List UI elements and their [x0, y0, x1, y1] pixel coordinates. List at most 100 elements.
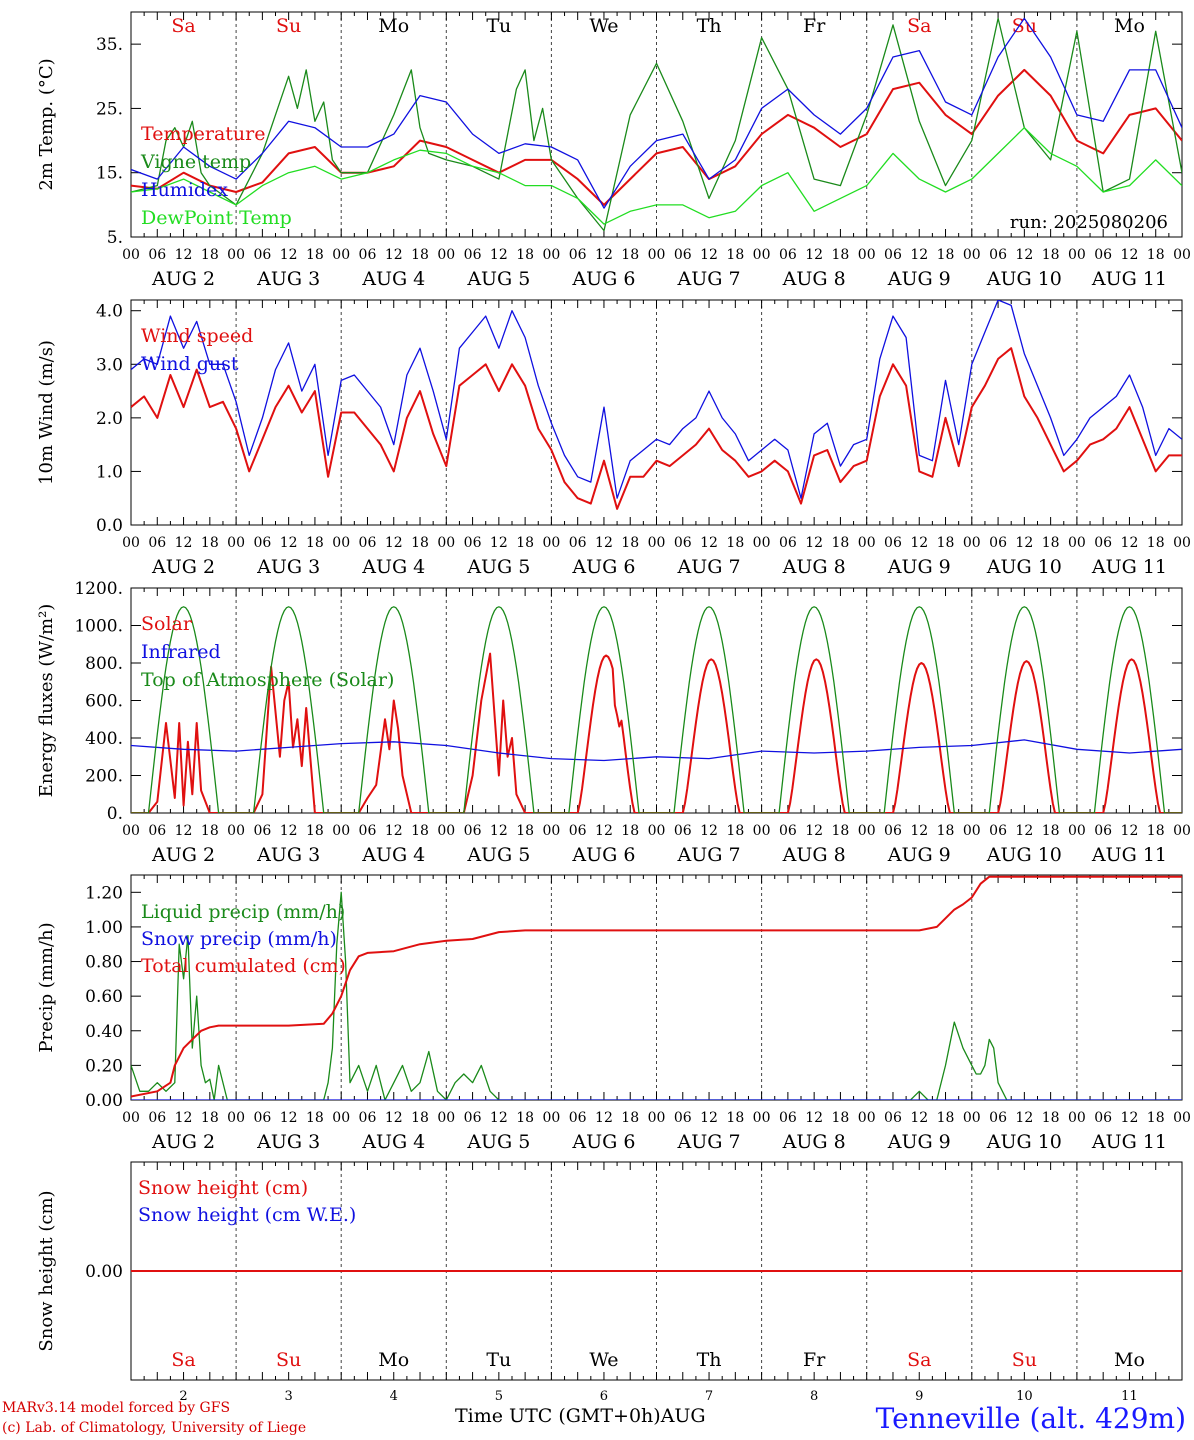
- x-hour-label: 18: [1042, 535, 1060, 551]
- x-hour-label: 06: [779, 535, 797, 551]
- x-hour-label: 00: [963, 247, 981, 263]
- weekday-label: Tu: [486, 1349, 511, 1371]
- x-hour-label: 18: [1147, 823, 1165, 839]
- x-hour-label: 06: [359, 1110, 377, 1126]
- x-hour-label: 18: [516, 535, 534, 551]
- x-hour-label: 12: [1015, 823, 1033, 839]
- x-hour-label: 06: [989, 247, 1007, 263]
- day-number-label: 3: [285, 1389, 293, 1404]
- x-hour-label: 06: [1094, 1110, 1112, 1126]
- x-hour-label: 06: [464, 247, 482, 263]
- x-hour-label: 06: [569, 247, 587, 263]
- x-hour-label: 06: [674, 247, 692, 263]
- x-hour-label: 18: [726, 1110, 744, 1126]
- x-hour-label: 06: [464, 823, 482, 839]
- x-hour-label: 18: [1042, 1110, 1060, 1126]
- x-hour-label: 00: [1173, 535, 1191, 551]
- x-hour-label: 12: [1121, 823, 1139, 839]
- weekday-label: Mo: [378, 15, 409, 37]
- x-hour-label: 00: [1068, 1110, 1086, 1126]
- x-hour-label: 12: [1015, 247, 1033, 263]
- x-hour-label: 06: [359, 823, 377, 839]
- x-hour-label: 12: [1121, 1110, 1139, 1126]
- x-date-label: AUG 11: [1091, 268, 1167, 290]
- x-hour-label: 18: [516, 247, 534, 263]
- weekday-label: Fr: [803, 1349, 826, 1371]
- x-date-label: AUG 10: [986, 844, 1062, 866]
- x-hour-label: 18: [621, 535, 639, 551]
- x-hour-label: 12: [280, 823, 298, 839]
- y-tick-label: 0.80: [85, 953, 123, 973]
- legend-entry-dewpoint-temp: DewPoint Temp: [141, 207, 292, 229]
- x-hour-label: 12: [385, 247, 403, 263]
- legend-entry-solar: Solar: [141, 613, 193, 635]
- x-hour-label: 18: [726, 535, 744, 551]
- x-date-label: AUG 8: [782, 268, 846, 290]
- x-hour-label: 18: [1147, 1110, 1165, 1126]
- y-tick-label: 800.: [85, 654, 123, 674]
- x-hour-label: 06: [989, 1110, 1007, 1126]
- x-hour-label: 18: [1042, 247, 1060, 263]
- series-line-solar: [131, 652, 1182, 813]
- x-hour-label: 18: [832, 535, 850, 551]
- day-number-label: 6: [600, 1389, 608, 1404]
- y-tick-label: 1200.: [74, 579, 123, 599]
- y-tick-label: 1.20: [85, 883, 123, 903]
- x-date-label: AUG 2: [151, 844, 215, 866]
- x-hour-label: 18: [1147, 535, 1165, 551]
- x-date-label: AUG 10: [986, 1131, 1062, 1153]
- x-hour-label: 00: [858, 823, 876, 839]
- series-line-vigne-temp: [131, 17, 1182, 232]
- x-hour-label: 06: [884, 535, 902, 551]
- x-hour-label: 18: [937, 247, 955, 263]
- series-line-liquid-precip-mm-h-: [131, 891, 1182, 1100]
- x-hour-label: 12: [175, 823, 193, 839]
- x-hour-label: 06: [674, 823, 692, 839]
- x-hour-label: 18: [201, 1110, 219, 1126]
- x-hour-label: 00: [542, 535, 560, 551]
- x-hour-label: 06: [884, 1110, 902, 1126]
- x-hour-label: 12: [910, 247, 928, 263]
- x-hour-label: 12: [910, 535, 928, 551]
- series-line-temperature: [131, 68, 1182, 206]
- x-hour-label: 12: [1015, 535, 1033, 551]
- x-hour-label: 18: [516, 1110, 534, 1126]
- x-date-label: AUG 4: [361, 844, 425, 866]
- x-hour-label: 18: [201, 823, 219, 839]
- x-hour-label: 12: [280, 1110, 298, 1126]
- legend-entry-wind-speed: Wind speed: [141, 325, 253, 347]
- y-tick-label: 3.0: [96, 355, 123, 375]
- x-date-label: AUG 2: [151, 268, 215, 290]
- x-hour-label: 06: [148, 247, 166, 263]
- y-tick-label: 15.: [96, 164, 123, 184]
- weekday-label: We: [589, 1349, 618, 1371]
- x-hour-label: 00: [122, 1110, 140, 1126]
- x-hour-label: 00: [1068, 247, 1086, 263]
- x-hour-label: 00: [542, 823, 560, 839]
- x-hour-label: 12: [595, 535, 613, 551]
- x-hour-label: 06: [253, 1110, 271, 1126]
- x-hour-label: 06: [464, 535, 482, 551]
- x-date-label: AUG 2: [151, 1131, 215, 1153]
- y-tick-label: 200.: [85, 767, 123, 787]
- x-hour-label: 00: [1173, 1110, 1191, 1126]
- x-hour-label: 00: [1173, 823, 1191, 839]
- y-tick-label: 0.00: [85, 1262, 123, 1282]
- x-hour-label: 12: [805, 535, 823, 551]
- x-hour-label: 12: [595, 247, 613, 263]
- x-hour-label: 12: [385, 823, 403, 839]
- x-hour-label: 00: [648, 1110, 666, 1126]
- x-date-label: AUG 11: [1091, 844, 1167, 866]
- x-axis-month: AUG: [660, 1405, 706, 1427]
- weekday-label: Mo: [1114, 1349, 1145, 1371]
- y-axis-label: Snow height (cm): [36, 1190, 57, 1351]
- series-line-wind-speed: [131, 347, 1182, 510]
- y-tick-label: 2.0: [96, 409, 123, 429]
- x-hour-label: 00: [648, 535, 666, 551]
- x-hour-label: 06: [253, 535, 271, 551]
- x-date-label: AUG 9: [887, 844, 951, 866]
- x-hour-label: 18: [201, 247, 219, 263]
- x-date-label: AUG 2: [151, 556, 215, 578]
- x-hour-label: 12: [385, 1110, 403, 1126]
- y-tick-label: 1.00: [85, 918, 123, 938]
